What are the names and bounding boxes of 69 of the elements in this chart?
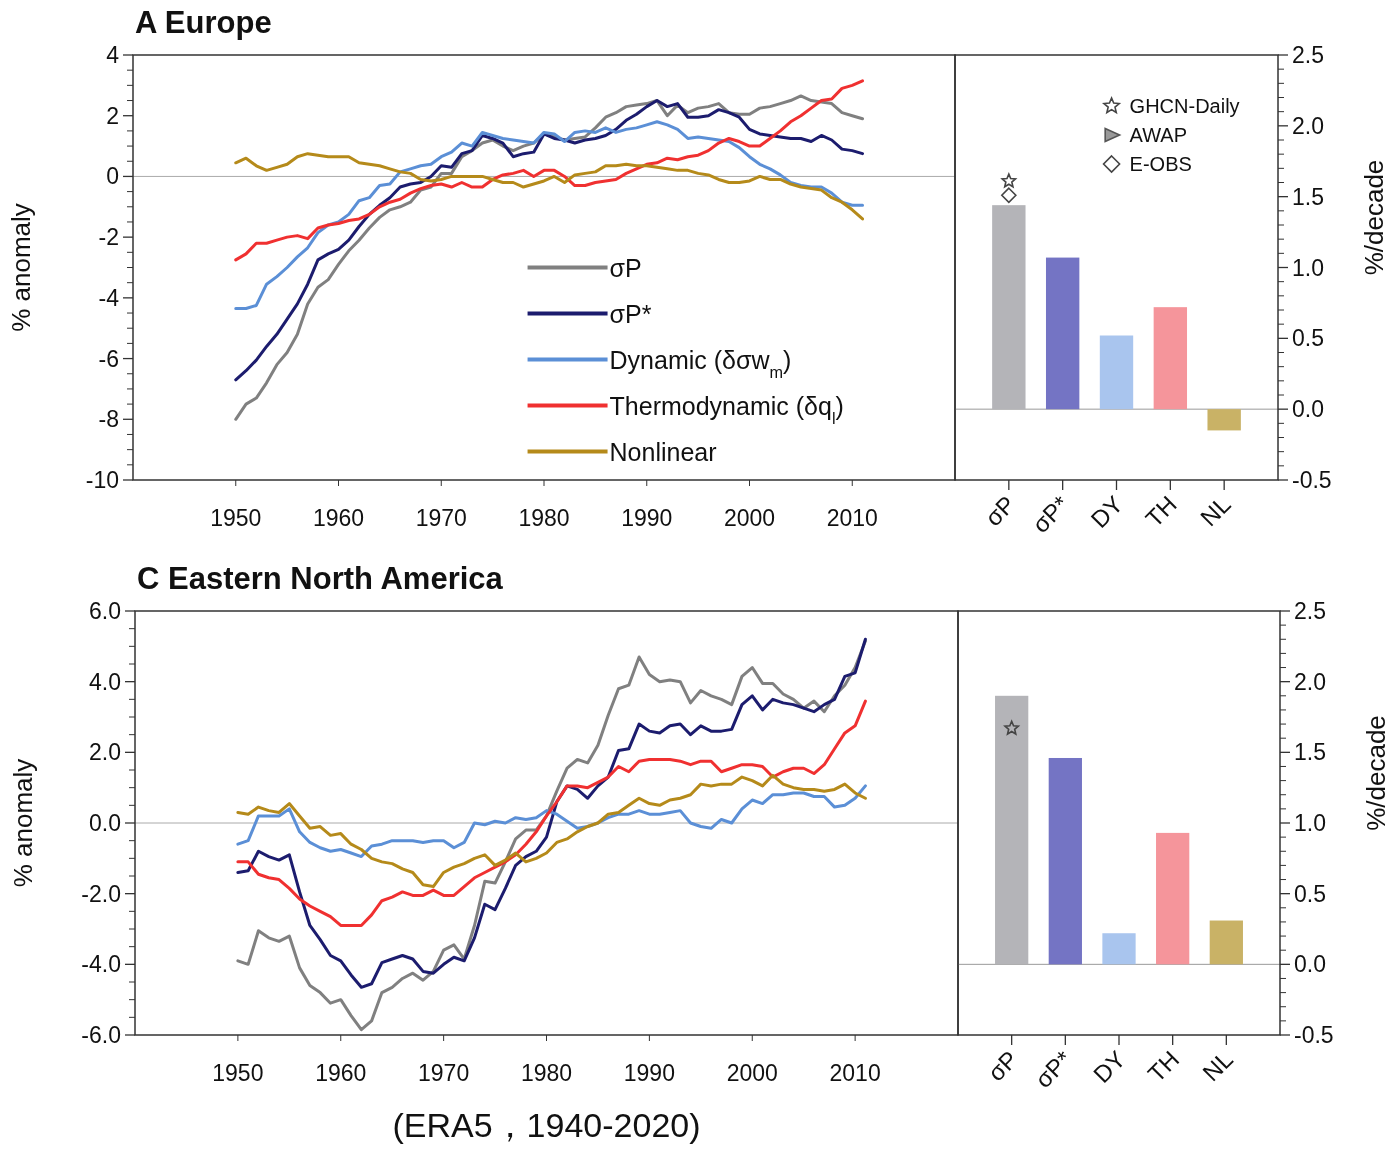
y2-tick-label: 1.5: [1294, 739, 1326, 766]
x-tick-label: 1980: [518, 505, 570, 531]
y-tick-label: -2.0: [81, 880, 121, 907]
y-axis-title: % anomaly: [8, 758, 38, 888]
y-tick-label: -6: [98, 345, 119, 372]
y2-tick-label: 0.5: [1294, 880, 1326, 907]
x-tick-label: 1970: [415, 505, 467, 531]
x-tick-label: 1950: [210, 505, 262, 531]
x-tick-label: 2000: [723, 505, 776, 531]
x-tick-label: DY: [1087, 1045, 1131, 1089]
x-tick-label: 1960: [315, 1060, 367, 1086]
y-tick-label: -4.0: [81, 951, 121, 978]
x-tick-label: NL: [1194, 490, 1236, 532]
x-tick-label: NL: [1197, 1045, 1238, 1087]
y2-tick-label: 1.0: [1294, 810, 1326, 836]
y2-tick-label: 1.5: [1292, 183, 1324, 210]
x-tick-label: DY: [1085, 490, 1129, 534]
x-tick-label: 1960: [312, 505, 365, 531]
legend-label: Dynamic (δσw$_{m}$): [609, 345, 792, 381]
y-tick-label: -4: [98, 284, 120, 311]
y2-tick-label: -0.5: [1292, 467, 1332, 493]
x-tick-label: σP*: [1026, 490, 1075, 538]
x-tick-label: 1950: [212, 1060, 264, 1086]
y2-tick-label: -0.5: [1294, 1022, 1334, 1048]
y-tick-label: 0: [106, 163, 119, 190]
x-tick-label: 1970: [418, 1060, 470, 1086]
x-tick-label: 1990: [623, 1060, 675, 1086]
y-axis-title: % anomaly: [6, 203, 36, 332]
y2-tick-label: 0.5: [1292, 325, 1324, 352]
y2-tick-label: 2.5: [1292, 42, 1324, 68]
y-tick-label: -6.0: [81, 1022, 121, 1048]
y-tick-label: -2: [98, 224, 119, 251]
x-tick-label: TH: [1142, 1045, 1185, 1088]
y2-tick-label: 0.0: [1292, 396, 1324, 423]
x-tick-label: 2000: [726, 1060, 778, 1086]
legend-label: AWAP: [1129, 124, 1187, 146]
x-tick-label: 1980: [520, 1060, 573, 1086]
x-tick-label: σP: [982, 1045, 1024, 1087]
y-tick-label: 0.0: [89, 810, 121, 836]
x-tick-label: TH: [1140, 490, 1182, 533]
x-tick-label: 2010: [829, 1060, 881, 1086]
y-tick-label: 4: [106, 42, 120, 68]
y2-tick-label: 2.5: [1294, 598, 1326, 624]
y-tick-label: -8: [98, 406, 119, 433]
legend-label: σP: [609, 253, 642, 282]
chart-title: C Eastern North America: [137, 561, 504, 596]
x-tick-label: 1990: [621, 505, 673, 531]
y-tick-label: -10: [85, 467, 119, 493]
y2-tick-label: 1.0: [1292, 254, 1324, 281]
legend-label: E-OBS: [1129, 153, 1192, 175]
text: (ERA5，1940-2020): [392, 1106, 701, 1144]
legend-label: Nonlinear: [609, 437, 717, 466]
y2-axis-title: %/decade: [1359, 159, 1389, 276]
legend-label: Thermodynamic (δq$_{l}$): [609, 391, 844, 427]
y2-tick-label: 2.0: [1292, 112, 1324, 139]
legend-label: σP*: [609, 299, 652, 328]
y2-tick-label: 2.0: [1294, 668, 1326, 695]
y-tick-label: 2: [106, 102, 119, 129]
legend-label: GHCN-Daily: [1129, 95, 1240, 117]
y-tick-label: 2.0: [89, 739, 121, 766]
x-tick-label: σP*: [1029, 1045, 1077, 1093]
legend: GHCN-Daily AWAP E-OBS: [1102, 95, 1240, 175]
x-tick-label: 2010: [826, 505, 878, 531]
chart-title: A Europe: [135, 5, 272, 40]
y2-axis-title: %/decade: [1361, 715, 1391, 831]
y-tick-label: 4.0: [89, 668, 121, 695]
y-tick-label: 6.0: [89, 598, 121, 624]
x-tick-label: σP: [979, 490, 1021, 532]
y2-tick-label: 0.0: [1294, 951, 1326, 978]
